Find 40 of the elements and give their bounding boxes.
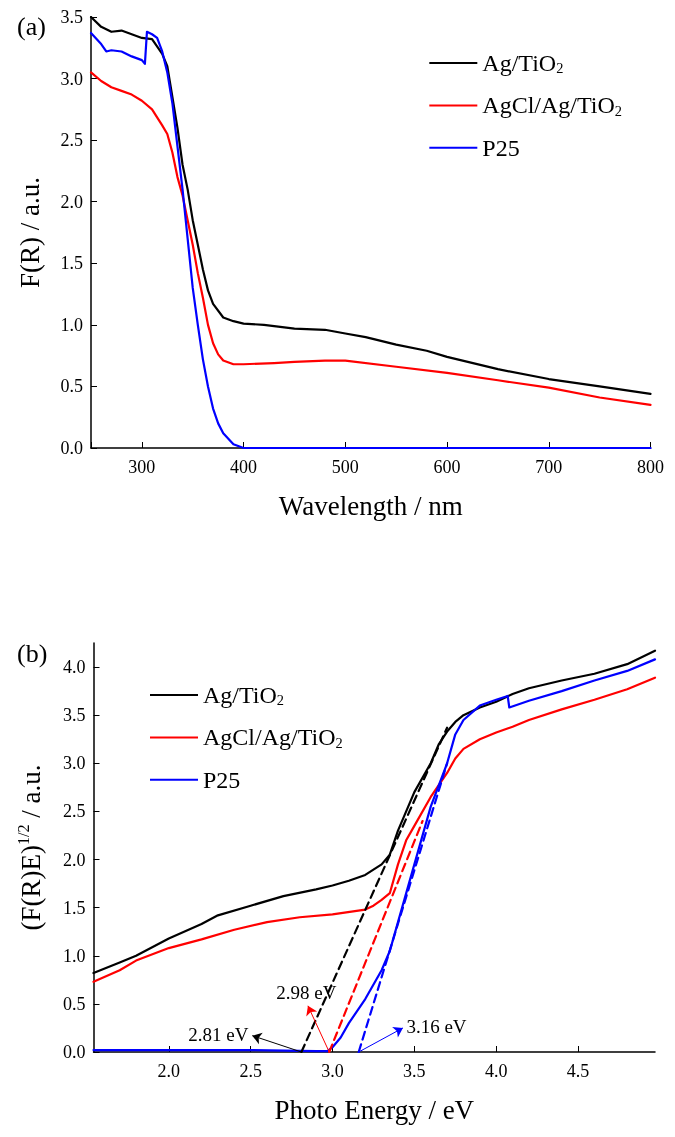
x-tick-label: 4.0	[484, 1061, 508, 1081]
y-tick-label: 0.0	[60, 438, 83, 458]
y-tick-label: 1.0	[63, 945, 86, 966]
x-tick-label: 2.5	[239, 1061, 262, 1081]
x-tick-label: 3.0	[321, 1061, 344, 1081]
x-tick-label: 300	[128, 457, 156, 477]
y-tick-label: 2.5	[60, 130, 83, 151]
y-tick-label: 1.5	[60, 253, 83, 274]
x-tick-label: 3.5	[403, 1061, 426, 1081]
legend-label: P25	[203, 766, 241, 793]
x-tick-label: 4.5	[566, 1061, 590, 1081]
y-axis-title: (F(R)E)1/2 / a.u.	[15, 764, 46, 931]
y-tick-label: 4.0	[63, 657, 86, 678]
chart-title: (b)	[17, 638, 48, 668]
y-tick-label: 0.0	[63, 1042, 86, 1062]
x-tick-label: 500	[331, 457, 359, 477]
x-tick-label: 400	[230, 457, 258, 477]
y-tick-label: 2.0	[60, 191, 83, 212]
x-tick-label: 2.0	[157, 1061, 181, 1081]
legend-label: P25	[482, 134, 520, 161]
y-tick-label: 0.5	[60, 376, 83, 397]
annotation: 2.98 eV	[276, 982, 337, 1004]
y-tick-label: 2.0	[63, 849, 86, 870]
x-tick-label: 600	[433, 457, 461, 477]
y-tick-label: 3.5	[60, 7, 83, 27]
y-axis-title: F(R) / a.u.	[14, 177, 45, 288]
x-axis-title: Wavelength / nm	[278, 490, 463, 521]
chart-title: (a)	[17, 11, 46, 41]
y-tick-label: 3.0	[63, 753, 86, 774]
y-tick-label: 1.5	[63, 897, 86, 918]
x-tick-label: 700	[535, 457, 563, 477]
x-tick-label: 800	[637, 457, 664, 477]
y-tick-label: 3.0	[60, 68, 83, 89]
y-tick-label: 2.5	[63, 801, 86, 822]
y-tick-label: 3.5	[63, 705, 86, 726]
annotation: 3.16 eV	[406, 1015, 467, 1037]
x-axis-title: Photo Energy / eV	[274, 1094, 475, 1125]
y-tick-label: 0.5	[63, 993, 86, 1014]
y-tick-label: 1.0	[60, 314, 83, 335]
annotation: 2.81 eV	[188, 1023, 249, 1045]
